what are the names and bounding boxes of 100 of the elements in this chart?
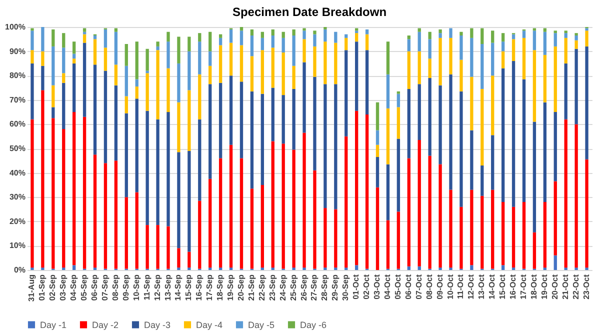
x-tick-label: 22-Oct bbox=[571, 274, 580, 300]
bar bbox=[188, 90, 191, 151]
bar bbox=[62, 129, 66, 268]
bar bbox=[554, 181, 557, 256]
bar bbox=[491, 42, 494, 76]
bar bbox=[93, 39, 97, 65]
bar bbox=[124, 96, 128, 114]
bar bbox=[218, 158, 222, 268]
bar bbox=[166, 226, 170, 269]
x-tick-label: 08-Sep bbox=[110, 274, 120, 301]
bar bbox=[470, 76, 474, 130]
bar bbox=[313, 76, 316, 170]
bar bbox=[532, 50, 536, 122]
bar bbox=[365, 29, 369, 34]
bar bbox=[344, 34, 348, 38]
x-tick-label: 18-Oct bbox=[529, 274, 538, 300]
bar bbox=[72, 265, 76, 270]
bar bbox=[585, 159, 588, 268]
bar bbox=[396, 212, 400, 269]
x-tick-label: 27-Sep bbox=[310, 274, 319, 301]
bar bbox=[324, 84, 327, 208]
bar bbox=[260, 32, 264, 38]
bar bbox=[93, 36, 97, 40]
bar bbox=[198, 74, 202, 120]
y-tick-label: 90% bbox=[9, 46, 26, 56]
bar bbox=[240, 82, 244, 158]
x-tick-label: 15-Oct bbox=[498, 274, 508, 300]
bar bbox=[93, 154, 97, 268]
bar bbox=[532, 28, 536, 31]
bar bbox=[532, 30, 536, 50]
bar bbox=[532, 232, 536, 269]
bar bbox=[177, 152, 180, 248]
x-tick-label: 28-Sep bbox=[320, 274, 330, 301]
x-tick-label: 21-Oct bbox=[560, 274, 570, 300]
bar bbox=[407, 51, 410, 89]
bar bbox=[512, 61, 516, 207]
x-tick-label: 20-Oct bbox=[550, 274, 560, 300]
bar bbox=[124, 197, 128, 269]
x-tick-label: 14-Sep bbox=[174, 274, 183, 301]
bar bbox=[491, 135, 494, 190]
x-tick-label: 29-Sep bbox=[330, 274, 340, 301]
bar bbox=[564, 38, 568, 64]
bar bbox=[396, 91, 400, 94]
bar bbox=[396, 138, 400, 212]
bar bbox=[355, 33, 358, 42]
bar bbox=[365, 50, 369, 114]
bar bbox=[491, 76, 494, 136]
x-tick-label: 09-Oct bbox=[435, 274, 444, 300]
x-tick-label: 23-Sep bbox=[268, 274, 277, 301]
x-tick-label: 11-Sep bbox=[142, 274, 152, 300]
bar bbox=[250, 91, 254, 189]
bar bbox=[407, 39, 410, 52]
y-tick-label: 100% bbox=[5, 22, 26, 32]
bar bbox=[365, 114, 369, 269]
bar bbox=[355, 42, 358, 111]
bar bbox=[135, 42, 138, 80]
bar bbox=[460, 36, 463, 60]
bar bbox=[554, 255, 557, 270]
bar bbox=[250, 188, 254, 269]
bar bbox=[449, 38, 452, 74]
bar bbox=[470, 38, 474, 77]
bar bbox=[470, 265, 474, 270]
bar bbox=[334, 42, 338, 84]
x-tick-label: 18-Sep bbox=[216, 274, 225, 301]
bar bbox=[41, 27, 44, 52]
bar bbox=[543, 54, 546, 102]
bar bbox=[449, 190, 452, 268]
bar bbox=[240, 45, 244, 82]
bar bbox=[114, 32, 118, 65]
bar bbox=[376, 102, 380, 130]
bar bbox=[177, 36, 180, 64]
bar bbox=[292, 36, 296, 66]
bar bbox=[188, 150, 191, 252]
bar bbox=[82, 28, 86, 32]
bar bbox=[334, 209, 338, 268]
legend-label: Day -1 bbox=[40, 320, 67, 330]
bar bbox=[240, 30, 244, 46]
bar bbox=[218, 82, 222, 158]
bar bbox=[282, 38, 285, 53]
bar bbox=[52, 118, 55, 269]
bar bbox=[512, 39, 516, 62]
bar bbox=[260, 94, 264, 185]
bar bbox=[522, 38, 526, 80]
bar bbox=[218, 34, 222, 38]
x-tick-label: 07-Sep bbox=[100, 274, 110, 301]
bar bbox=[365, 34, 369, 50]
bar bbox=[177, 63, 180, 102]
bar bbox=[135, 79, 138, 87]
bar bbox=[62, 73, 66, 83]
bar bbox=[260, 50, 264, 94]
bar bbox=[470, 190, 474, 266]
bar bbox=[543, 32, 546, 55]
bar bbox=[532, 122, 536, 232]
bar bbox=[407, 36, 410, 40]
bar bbox=[501, 265, 505, 270]
bar bbox=[438, 29, 442, 34]
bar bbox=[82, 32, 86, 34]
bar bbox=[543, 28, 546, 32]
bar bbox=[52, 29, 55, 46]
x-tick-label: 05-Sep bbox=[80, 274, 89, 301]
